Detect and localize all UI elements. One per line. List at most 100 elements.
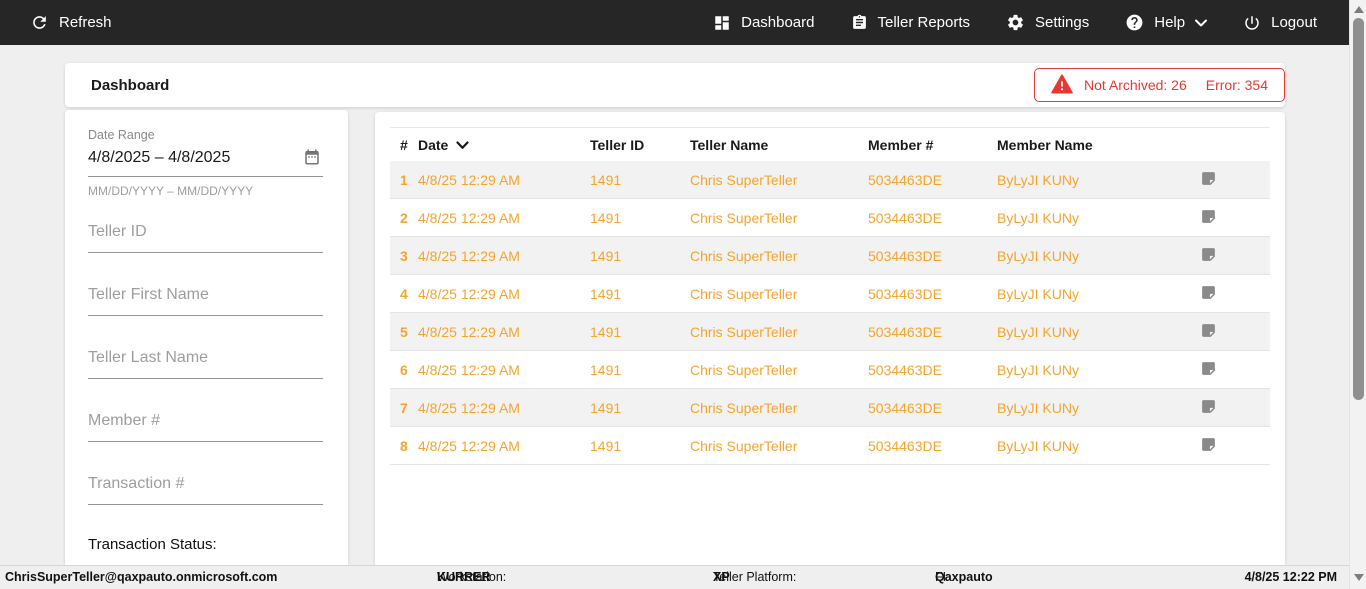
- teller-id-input[interactable]: [88, 219, 323, 253]
- row-date: 4/8/25 12:29 AM: [418, 361, 520, 378]
- calendar-icon[interactable]: [303, 148, 321, 171]
- table-row[interactable]: 5 4/8/25 12:29 AM 1491 Chris SuperTeller…: [390, 313, 1270, 351]
- table-body: 1 4/8/25 12:29 AM 1491 Chris SuperTeller…: [390, 161, 1270, 465]
- row-teller-id: 1491: [590, 209, 622, 226]
- row-date: 4/8/25 12:29 AM: [418, 399, 520, 416]
- row-teller-name: Chris SuperTeller: [690, 285, 798, 302]
- row-member-name: ByLyJI KUNy: [997, 323, 1079, 340]
- row-date: 4/8/25 12:29 AM: [418, 437, 520, 454]
- scroll-up-arrow-icon[interactable]: [1354, 6, 1364, 13]
- help-icon: [1125, 13, 1144, 32]
- row-teller-name: Chris SuperTeller: [690, 209, 798, 226]
- nav-item-label: Teller Reports: [877, 14, 971, 31]
- column-header-member-name[interactable]: Member Name: [997, 136, 1093, 153]
- row-number: 8: [400, 437, 408, 454]
- scroll-down-arrow-icon[interactable]: [1354, 574, 1364, 581]
- row-date: 4/8/25 12:29 AM: [418, 209, 520, 226]
- filter-sidebar: Date Range 4/8/2025 – 4/8/2025 MM/DD/YYY…: [65, 110, 348, 565]
- note-icon[interactable]: [1200, 208, 1217, 228]
- alert-badge[interactable]: Not Archived: 26 Error: 354: [1034, 68, 1285, 102]
- table-row[interactable]: 8 4/8/25 12:29 AM 1491 Chris SuperTeller…: [390, 427, 1270, 465]
- nav-item-help[interactable]: Help: [1125, 13, 1208, 32]
- note-icon[interactable]: [1200, 246, 1217, 266]
- gear-icon: [1006, 13, 1025, 32]
- row-teller-id: 1491: [590, 247, 622, 264]
- row-teller-id: 1491: [590, 361, 622, 378]
- status-bar: ChrisSuperTeller@qaxpauto.onmicrosoft.co…: [0, 565, 1349, 589]
- nav-item-logout[interactable]: Logout: [1243, 14, 1317, 32]
- teller-last-name-input[interactable]: [88, 345, 323, 379]
- row-teller-id: 1491: [590, 399, 622, 416]
- nav-item-label: Logout: [1271, 14, 1317, 31]
- row-teller-name: Chris SuperTeller: [690, 437, 798, 454]
- row-number: 1: [400, 171, 408, 188]
- column-header-teller-name[interactable]: Teller Name: [690, 136, 769, 153]
- member-number-input[interactable]: [88, 408, 323, 442]
- row-member-name: ByLyJI KUNy: [997, 285, 1079, 302]
- row-teller-id: 1491: [590, 323, 622, 340]
- sort-desc-icon: [456, 137, 469, 153]
- nav-right-group: Dashboard Teller Reports Settings Help L…: [713, 13, 1349, 32]
- table-row[interactable]: 4 4/8/25 12:29 AM 1491 Chris SuperTeller…: [390, 275, 1270, 313]
- status-teller-platform: Teller Platform: XP: [713, 570, 797, 584]
- row-member-number: 5034463DE: [868, 209, 942, 226]
- table-row[interactable]: 1 4/8/25 12:29 AM 1491 Chris SuperTeller…: [390, 161, 1270, 199]
- nav-item-label: Dashboard: [741, 14, 815, 31]
- row-teller-id: 1491: [590, 171, 622, 188]
- note-icon[interactable]: [1200, 284, 1217, 304]
- transaction-number-input[interactable]: [88, 471, 323, 505]
- row-number: 2: [400, 209, 408, 226]
- row-date: 4/8/25 12:29 AM: [418, 171, 520, 188]
- column-header-num: #: [400, 136, 408, 153]
- nav-item-settings[interactable]: Settings: [1006, 13, 1089, 32]
- scrollbar-thumb[interactable]: [1353, 18, 1364, 400]
- table-header-row: # Date Teller ID Teller Name Member # Me…: [390, 127, 1270, 161]
- column-header-teller-id[interactable]: Teller ID: [590, 136, 645, 153]
- title-bar: Dashboard Not Archived: 26 Error: 354: [65, 63, 1285, 107]
- row-member-number: 5034463DE: [868, 437, 942, 454]
- table-row[interactable]: 7 4/8/25 12:29 AM 1491 Chris SuperTeller…: [390, 389, 1270, 427]
- nav-item-teller-reports[interactable]: Teller Reports: [851, 13, 971, 32]
- nav-item-label: Settings: [1035, 14, 1090, 31]
- row-member-number: 5034463DE: [868, 323, 942, 340]
- clipboard-icon: [851, 13, 868, 32]
- alert-error-text: Error: 354: [1205, 77, 1268, 93]
- table-row[interactable]: 3 4/8/25 12:29 AM 1491 Chris SuperTeller…: [390, 237, 1270, 275]
- warning-triangle-icon: [1051, 73, 1073, 97]
- teller-first-name-input[interactable]: [88, 282, 323, 316]
- dashboard-icon: [713, 14, 731, 32]
- note-icon[interactable]: [1200, 360, 1217, 380]
- column-header-date[interactable]: Date: [418, 137, 590, 153]
- row-member-number: 5034463DE: [868, 171, 942, 188]
- table-row[interactable]: 2 4/8/25 12:29 AM 1491 Chris SuperTeller…: [390, 199, 1270, 237]
- date-range-value: 4/8/2025 – 4/8/2025: [88, 149, 231, 166]
- row-teller-name: Chris SuperTeller: [690, 361, 798, 378]
- top-nav: Refresh Dashboard Teller Reports Setting…: [0, 0, 1349, 45]
- row-member-name: ByLyJI KUNy: [997, 209, 1079, 226]
- row-number: 3: [400, 247, 408, 264]
- row-teller-id: 1491: [590, 437, 622, 454]
- vertical-scrollbar[interactable]: [1349, 0, 1366, 589]
- row-member-name: ByLyJI KUNy: [997, 399, 1079, 416]
- note-icon[interactable]: [1200, 322, 1217, 342]
- table-row[interactable]: 6 4/8/25 12:29 AM 1491 Chris SuperTeller…: [390, 351, 1270, 389]
- note-icon[interactable]: [1200, 398, 1217, 418]
- row-member-number: 5034463DE: [868, 361, 942, 378]
- note-icon[interactable]: [1200, 170, 1217, 190]
- row-member-name: ByLyJI KUNy: [997, 361, 1079, 378]
- date-range-format-hint: MM/DD/YYYY – MM/DD/YYYY: [88, 184, 254, 198]
- power-icon: [1243, 14, 1261, 32]
- column-header-member-number[interactable]: Member #: [868, 136, 934, 153]
- date-range-input[interactable]: 4/8/2025 – 4/8/2025: [88, 142, 323, 177]
- row-member-number: 5034463DE: [868, 285, 942, 302]
- transaction-status-label: Transaction Status:: [88, 536, 217, 553]
- refresh-label: Refresh: [59, 14, 112, 31]
- row-number: 5: [400, 323, 408, 340]
- note-icon[interactable]: [1200, 436, 1217, 456]
- refresh-button[interactable]: Refresh: [30, 13, 112, 32]
- nav-item-label: Help: [1154, 14, 1186, 31]
- nav-item-dashboard[interactable]: Dashboard: [713, 14, 815, 32]
- row-teller-name: Chris SuperTeller: [690, 399, 798, 416]
- status-user-email: ChrisSuperTeller@qaxpauto.onmicrosoft.co…: [5, 570, 278, 584]
